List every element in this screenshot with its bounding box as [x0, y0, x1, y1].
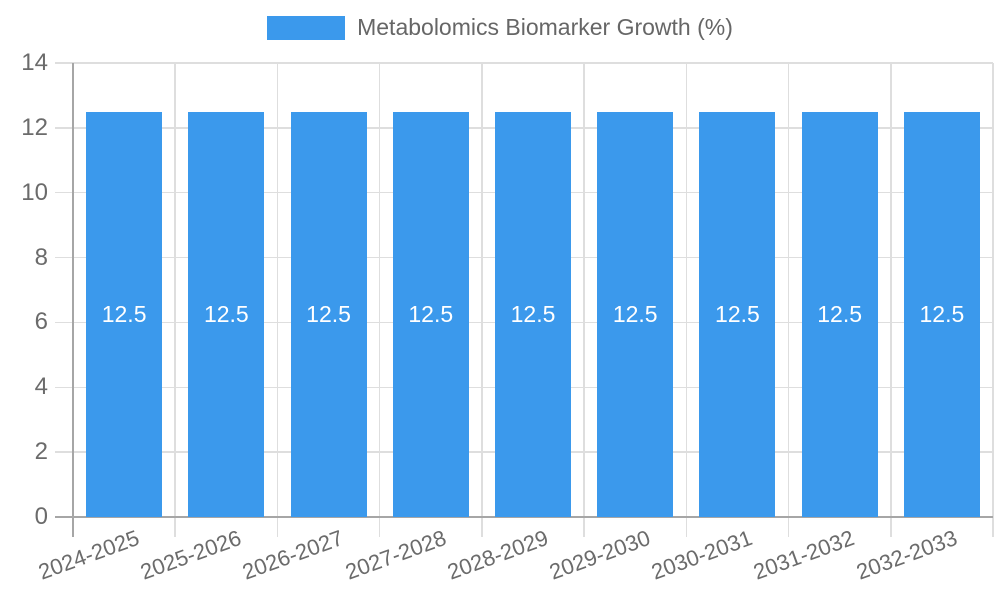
v-gridline	[685, 63, 688, 537]
x-tick-label: 2026-2027	[239, 525, 347, 585]
x-tick-label: 2030-2031	[648, 525, 756, 585]
y-tick-label: 10	[21, 178, 48, 206]
x-tick-label: 2031-2032	[750, 525, 858, 585]
x-tick-label: 2027-2028	[341, 525, 449, 585]
v-gridline	[890, 63, 892, 537]
bar-value-label: 12.5	[203, 301, 249, 328]
bar	[392, 111, 469, 517]
v-gridline	[174, 63, 176, 537]
y-tick-label: 0	[34, 503, 48, 530]
legend-swatch	[267, 15, 346, 40]
bar-value-label: 12.5	[101, 301, 147, 328]
x-axis-line	[55, 516, 993, 518]
bar-value-label: 12.5	[510, 301, 556, 328]
v-gridline	[276, 63, 279, 537]
y-axis-line	[72, 63, 74, 537]
h-gridline	[55, 62, 993, 64]
y-tick-label: 6	[34, 308, 48, 336]
bar-value-label: 12.5	[408, 301, 454, 328]
x-tick-label: 2028-2029	[443, 525, 552, 585]
y-tick-label: 2	[34, 438, 48, 466]
bar	[597, 111, 674, 517]
bar	[290, 111, 367, 517]
v-gridline	[583, 63, 585, 537]
bar-value-label: 12.5	[612, 301, 658, 328]
v-gridline	[481, 63, 483, 537]
x-tick-label: 2032-2033	[852, 525, 961, 585]
bar	[903, 111, 980, 517]
chart-legend: Metabolomics Biomarker Growth (%)	[0, 14, 1000, 41]
y-tick-label: 14	[21, 49, 48, 76]
y-tick-label: 4	[34, 373, 48, 401]
x-tick-label: 2029-2030	[546, 525, 654, 585]
bar	[495, 111, 571, 517]
v-gridline	[378, 63, 381, 537]
x-tick-label: 2025-2026	[137, 525, 245, 585]
bar	[801, 111, 878, 517]
legend-item[interactable]: Metabolomics Biomarker Growth (%)	[267, 14, 733, 41]
bar	[699, 111, 776, 517]
bar-value-label: 12.5	[715, 301, 760, 328]
y-tick-label: 12	[21, 113, 48, 141]
bar-value-label: 12.5	[306, 301, 351, 328]
legend-label: Metabolomics Biomarker Growth (%)	[357, 14, 733, 40]
v-gridline	[992, 63, 994, 537]
bar-value-label: 12.5	[919, 301, 965, 328]
bar-value-label: 12.5	[817, 301, 863, 328]
bar	[188, 111, 265, 517]
v-gridline	[787, 63, 790, 537]
y-tick-label: 8	[34, 243, 48, 271]
bar	[86, 111, 163, 517]
x-tick-label: 2024-2025	[34, 525, 143, 585]
